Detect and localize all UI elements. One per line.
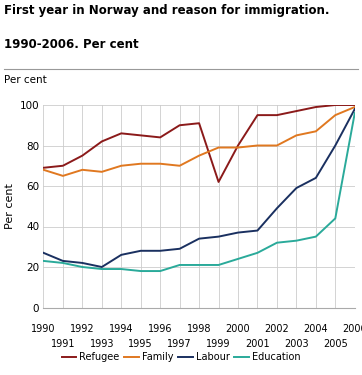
- Legend: Refugee, Family, Labour, Education: Refugee, Family, Labour, Education: [58, 349, 304, 366]
- Refugee: [61, 164, 65, 168]
- Labour: [80, 261, 85, 265]
- Refugee: [216, 180, 221, 184]
- Text: 2000: 2000: [226, 324, 251, 334]
- Labour: [61, 259, 65, 263]
- Text: 2003: 2003: [284, 339, 309, 350]
- Labour: [158, 249, 163, 253]
- Labour: [100, 265, 104, 269]
- Family: [80, 168, 85, 172]
- Text: 1996: 1996: [148, 324, 172, 334]
- Family: [158, 162, 163, 166]
- Text: 1994: 1994: [109, 324, 134, 334]
- Text: 1992: 1992: [70, 324, 95, 334]
- Line: Labour: Labour: [43, 109, 355, 267]
- Refugee: [119, 131, 123, 136]
- Refugee: [41, 165, 46, 170]
- Education: [294, 238, 299, 243]
- Line: Family: Family: [43, 107, 355, 176]
- Education: [80, 265, 85, 269]
- Education: [177, 263, 182, 267]
- Refugee: [353, 103, 357, 107]
- Education: [158, 269, 163, 273]
- Education: [119, 267, 123, 271]
- Text: 1991: 1991: [51, 339, 75, 350]
- Education: [333, 216, 337, 220]
- Refugee: [139, 133, 143, 138]
- Text: 2001: 2001: [245, 339, 270, 350]
- Text: 1998: 1998: [187, 324, 211, 334]
- Labour: [275, 206, 279, 210]
- Family: [314, 129, 318, 134]
- Text: Per cent: Per cent: [4, 75, 46, 85]
- Refugee: [314, 105, 318, 109]
- Text: 1999: 1999: [206, 339, 231, 350]
- Refugee: [177, 123, 182, 128]
- Family: [139, 162, 143, 166]
- Text: First year in Norway and reason for immigration.: First year in Norway and reason for immi…: [4, 4, 329, 17]
- Labour: [139, 249, 143, 253]
- Education: [255, 251, 260, 255]
- Refugee: [294, 109, 299, 113]
- Education: [236, 256, 240, 261]
- Family: [275, 143, 279, 148]
- Text: 1990-2006. Per cent: 1990-2006. Per cent: [4, 38, 138, 51]
- Education: [275, 240, 279, 245]
- Text: 1997: 1997: [167, 339, 192, 350]
- Labour: [177, 246, 182, 251]
- Text: 2005: 2005: [323, 339, 348, 350]
- Family: [353, 105, 357, 109]
- Refugee: [197, 121, 201, 126]
- Education: [314, 234, 318, 239]
- Labour: [333, 143, 337, 148]
- Labour: [314, 176, 318, 180]
- Text: 2004: 2004: [303, 324, 328, 334]
- Text: 1993: 1993: [89, 339, 114, 350]
- Education: [139, 269, 143, 273]
- Line: Refugee: Refugee: [43, 105, 355, 182]
- Education: [353, 111, 357, 116]
- Labour: [119, 253, 123, 257]
- Education: [41, 259, 46, 263]
- Education: [100, 267, 104, 271]
- Family: [100, 170, 104, 174]
- Labour: [41, 251, 46, 255]
- Refugee: [236, 143, 240, 148]
- Text: 2002: 2002: [265, 324, 289, 334]
- Family: [236, 145, 240, 150]
- Labour: [197, 236, 201, 241]
- Family: [61, 174, 65, 178]
- Refugee: [80, 153, 85, 158]
- Refugee: [158, 135, 163, 140]
- Family: [333, 113, 337, 117]
- Refugee: [275, 113, 279, 117]
- Labour: [236, 230, 240, 235]
- Family: [294, 133, 299, 138]
- Family: [216, 145, 221, 150]
- Family: [197, 153, 201, 158]
- Labour: [255, 228, 260, 233]
- Refugee: [255, 113, 260, 117]
- Labour: [353, 107, 357, 111]
- Line: Education: Education: [43, 113, 355, 271]
- Refugee: [333, 103, 337, 107]
- Family: [255, 143, 260, 148]
- Labour: [216, 234, 221, 239]
- Education: [216, 263, 221, 267]
- Y-axis label: Per cent: Per cent: [5, 183, 16, 229]
- Family: [41, 168, 46, 172]
- Text: 1990: 1990: [31, 324, 56, 334]
- Refugee: [100, 139, 104, 144]
- Family: [177, 164, 182, 168]
- Family: [119, 164, 123, 168]
- Text: 2006: 2006: [342, 324, 362, 334]
- Education: [61, 261, 65, 265]
- Labour: [294, 186, 299, 190]
- Education: [197, 263, 201, 267]
- Text: 1995: 1995: [129, 339, 153, 350]
